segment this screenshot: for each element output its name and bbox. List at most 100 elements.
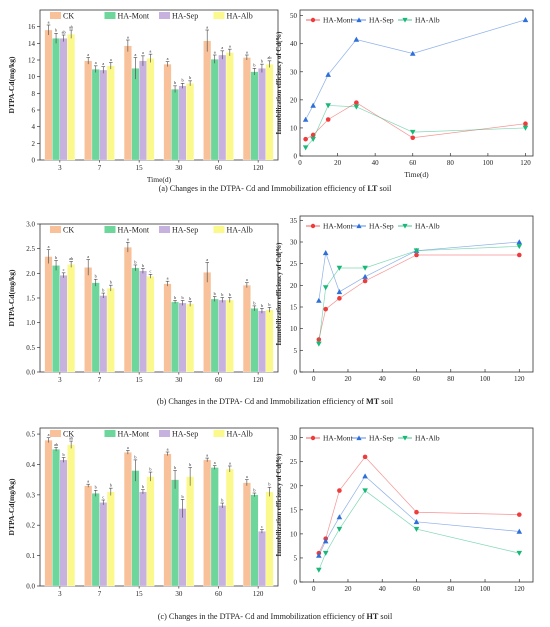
significance-letter: a [150,49,152,54]
x-tick-label: 15 [136,590,144,598]
significance-letter: b [102,287,104,292]
bar-ha-sep [59,38,68,161]
y-tick-label: 0 [294,579,298,587]
data-point-ha-sep [516,239,523,245]
significance-letter: ab [267,55,271,60]
x-tick-label: 60 [215,590,223,598]
bar-ha-sep [178,508,187,587]
plot-frame [299,9,534,157]
bar-ha-sep [178,302,187,373]
y-tick-label: 40 [290,40,298,48]
caption-a-soil: LT [367,184,378,193]
series-line-ha-sep [305,19,526,120]
y-axis-label: DTPA-Cd(mg/kg) [7,478,16,535]
data-point-ha-sep [322,250,329,256]
data-point-ha-alb [322,285,329,291]
legend-label-ha-sep: HA-Sep [172,430,198,439]
significance-letter: a [167,276,169,281]
series-line-ha-mont [318,254,520,340]
significance-letter: b [110,483,112,488]
y-tick-label: 0.2 [26,522,35,530]
bar-ha-alb [146,476,155,587]
legend-marker [356,435,362,441]
data-point-ha-mont [323,306,328,312]
bar-ck [44,440,53,587]
data-point-ha-sep [316,552,322,558]
y-tick-label: 0.0 [26,369,35,377]
x-tick-label: 120 [514,375,525,383]
significance-letter: b [134,259,136,264]
significance-letter: a [246,277,248,282]
y-tick-label: 0.0 [26,583,35,591]
significance-letter: a [87,254,89,259]
bar-ha-sep [218,54,227,161]
significance-letter: a [167,446,169,451]
bar-ha-mont [171,301,179,373]
caption-c-text: (c) Changes in the DTPA- Cd and Immobili… [157,612,367,621]
bar-ha-mont [210,59,219,161]
legend-label-ha-sep: HA-Sep [369,434,394,443]
significance-letter: b [182,78,184,83]
significance-letter: a [48,19,50,24]
significance-letter: a [214,460,216,465]
significance-letter: a [246,474,248,479]
significance-letter: b [182,295,184,300]
legend-label-ck: CK [63,12,74,21]
y-tick-label: 5 [294,554,298,562]
significance-letter: b [189,75,191,80]
bar-ha-mont [91,69,100,161]
legend-label-ha-mont: HA-Mont [323,16,353,25]
significance-letter: b [55,255,57,260]
bar-ha-sep [218,505,227,587]
x-tick-label: 7 [98,590,102,598]
significance-letter: b [174,80,176,85]
x-tick-label: 80 [447,375,455,383]
data-point-ha-mont [516,252,522,258]
x-tick-label: 30 [175,376,183,384]
legend-swatch-ha-mont [104,226,116,233]
significance-letter: a [167,56,169,61]
caption-c-suffix: soil [378,612,393,621]
data-point-ha-sep [316,297,322,303]
significance-letter: b [221,497,223,502]
significance-letter: a [110,57,112,62]
data-point-ha-alb [362,488,368,494]
data-point-ha-sep [409,50,416,56]
bar-ck [203,40,212,161]
significance-letter: b [268,482,270,487]
y-tick-label: 15 [290,506,298,514]
bar-ha-mont [131,470,140,587]
data-point-ha-sep [522,17,529,23]
significance-letter: b [63,452,65,457]
x-tick-label: 0 [312,585,316,593]
bar-ha-sep [258,531,266,587]
series-line-ha-alb [305,105,526,148]
x-tick-label: 20 [334,159,342,167]
bar-ha-mont [91,493,100,587]
bar-ha-sep [218,299,227,373]
caption-a-suffix: soil [377,184,392,193]
legend-label-ha-sep: HA-Sep [369,16,394,25]
significance-letter: ab [62,29,66,34]
y-tick-label: 6 [32,107,36,115]
legend-label-ha-sep: HA-Sep [172,226,198,235]
y-tick-label: 30 [290,239,298,247]
legend-label-ha-sep: HA-Sep [369,222,394,231]
y-tick-label: 14 [28,40,36,48]
legend-label-ha-alb: HA-Alb [415,16,440,25]
legend-label-ck: CK [63,226,74,235]
significance-letter: b [261,303,263,308]
legend-label-ha-alb: HA-Alb [227,226,253,235]
legend-label-ha-mont: HA-Mont [118,226,150,235]
bar-ha-mont [52,265,60,373]
y-tick-label: 20 [290,482,298,490]
x-tick-label: 0 [298,159,302,167]
significance-letter: c [261,524,263,529]
plot-frame [39,9,279,161]
y-tick-label: 25 [290,458,298,466]
bar-ck [84,485,93,587]
x-tick-label: 100 [480,585,491,593]
significance-letter: a [246,49,248,54]
x-tick-label: 15 [136,376,144,384]
y-tick-label: 25 [290,260,298,268]
